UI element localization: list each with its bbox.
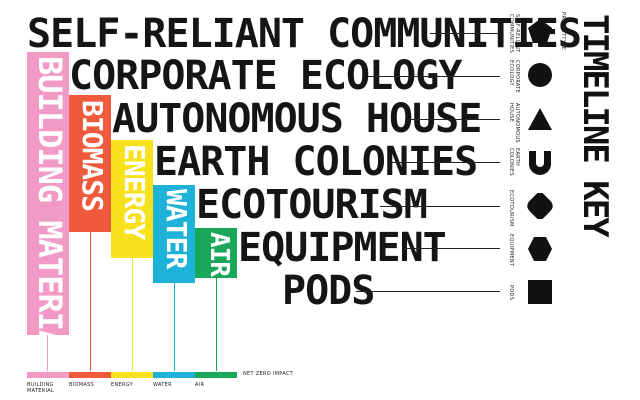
strip-label-water: WATER <box>160 189 193 269</box>
line-water <box>174 283 175 371</box>
leader-line-pods <box>356 291 500 292</box>
project-title-self-reliant-communities: SELF-RELIANT COMMUNITIES <box>27 11 582 57</box>
leader-line-self-reliant-communities <box>430 33 500 34</box>
line-air <box>216 278 217 371</box>
legend-bar-biomass <box>69 372 111 378</box>
circle-icon <box>528 63 552 87</box>
key-label-equipment: EQUIPMENT <box>508 234 514 267</box>
line-biomass <box>90 232 91 371</box>
legend-label-biomass: BIOMASS <box>69 382 95 388</box>
square-icon <box>528 280 552 304</box>
legend-bar-air <box>195 372 237 378</box>
leader-line-autonomous-house <box>410 119 500 120</box>
leader-line-ecotourism <box>380 206 500 207</box>
leader-line-corporate-ecology <box>368 76 500 77</box>
key-label-earth-colonies: EARTH COLONIES <box>508 148 520 176</box>
leaf-icon <box>527 193 553 219</box>
key-label-corporate-ecology: CORPORATE ECOLOGY <box>508 60 520 94</box>
line-energy <box>132 258 133 371</box>
strip-building-material <box>27 52 69 335</box>
strip-label-energy: ENERGY <box>118 144 151 240</box>
pentagon-icon <box>528 19 552 43</box>
strip-energy <box>111 140 153 258</box>
line-building-material <box>47 335 48 371</box>
legend-label-air: AIR <box>195 382 205 388</box>
key-label-pods: PODS <box>508 285 514 301</box>
legend-bar-building-material <box>27 372 69 378</box>
key-label-autonomous-house: AUTONOMOUS HOUSE <box>508 103 520 143</box>
timeline-key-title: TIMELINE KEY <box>575 14 615 236</box>
triangle-icon <box>528 108 552 130</box>
strip-air <box>195 228 237 278</box>
strip-label-biomass: BIOMASS <box>76 100 109 212</box>
leader-line-earth-colonies <box>390 162 500 163</box>
leader-line-equipment <box>405 248 500 249</box>
strip-label-air: AIR <box>204 232 234 276</box>
project-title-ecotourism: ECOTOURISM <box>196 182 428 228</box>
key-label-ecotourism: ECOTOURISM <box>508 190 514 227</box>
hexagon-icon <box>528 237 552 261</box>
key-label-self-reliant-communities: SELF-RELIANT COMMUNITIES <box>508 14 520 54</box>
net-zero-impact-label: NET ZERO IMPACT <box>243 371 293 377</box>
strip-biomass <box>69 95 111 232</box>
legend-bar-water <box>153 372 195 378</box>
legend-bar-energy <box>111 372 153 378</box>
u-shape-icon <box>529 151 551 175</box>
legend-label-water: WATER <box>153 382 172 388</box>
strip-water <box>153 185 195 283</box>
project-type-header: PROJECTTYPE <box>560 12 566 51</box>
legend-label-energy: ENERGY <box>111 382 134 388</box>
legend-label-building-material: BUILDING MATERIAL <box>27 382 55 394</box>
strip-label-building-material: BUILDING MATERIAL <box>31 56 69 367</box>
